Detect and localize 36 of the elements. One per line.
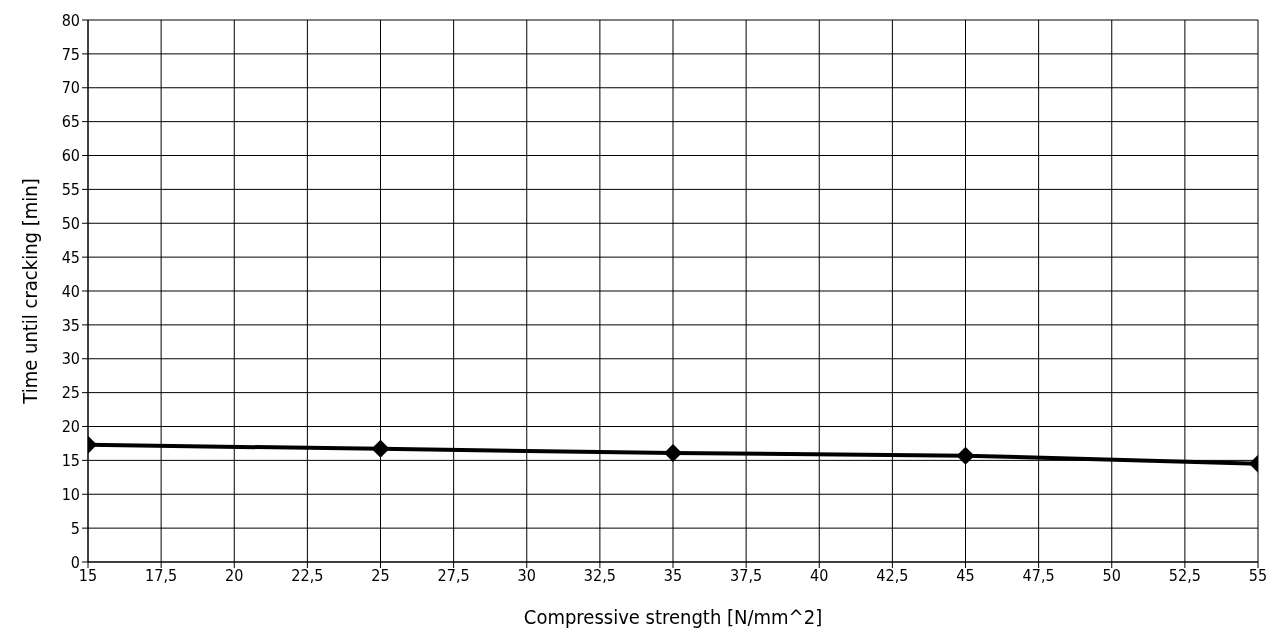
point xyxy=(664,443,682,462)
x-tick-label: 50 xyxy=(1102,566,1121,586)
x-tick-label: 20 xyxy=(225,566,244,586)
y-tick-label: 15 xyxy=(61,451,80,471)
y-tick-label: 60 xyxy=(61,146,80,166)
y-tick-label: 70 xyxy=(61,78,80,98)
x-tick-label: 45 xyxy=(956,566,975,586)
x-tick-label: 25 xyxy=(371,566,390,586)
x-tick-label: 22,5 xyxy=(291,566,324,586)
y-axis-title: Time until cracking [min] xyxy=(18,178,43,405)
y-tick-label: 65 xyxy=(61,112,80,132)
x-tick-label: 37,5 xyxy=(730,566,763,586)
y-tick-label: 35 xyxy=(61,315,80,335)
y-tick-label: 20 xyxy=(61,417,80,437)
x-tick-label: 27,5 xyxy=(437,566,470,586)
y-tick-label: 5 xyxy=(70,518,80,538)
y-tick-label: 25 xyxy=(61,383,80,403)
y-tick-label: 80 xyxy=(61,10,80,30)
y-tick-label: 45 xyxy=(61,247,80,267)
x-tick-label: 42,5 xyxy=(876,566,909,586)
y-tick-label: 55 xyxy=(61,180,80,200)
y-tick-label: 50 xyxy=(61,213,80,233)
y-tick-label: 0 xyxy=(70,552,80,572)
x-axis-title: Compressive strength [N/mm^2] xyxy=(523,605,823,629)
x-tick-label: 32,5 xyxy=(583,566,616,586)
x-tick-label: 52,5 xyxy=(1168,566,1201,586)
y-tick-label: 10 xyxy=(61,484,80,504)
x-tick-label: 17,5 xyxy=(145,566,178,586)
x-tick-label: 47,5 xyxy=(1022,566,1055,586)
x-tick-label: 35 xyxy=(663,566,683,586)
x-tick-label: 30 xyxy=(517,566,536,586)
y-tick-label: 75 xyxy=(61,44,80,64)
x-tick-label: 40 xyxy=(810,566,829,586)
x-tick-label: 55 xyxy=(1248,566,1268,586)
y-tick-label: 30 xyxy=(61,349,80,369)
y-tick-label: 40 xyxy=(61,281,80,301)
